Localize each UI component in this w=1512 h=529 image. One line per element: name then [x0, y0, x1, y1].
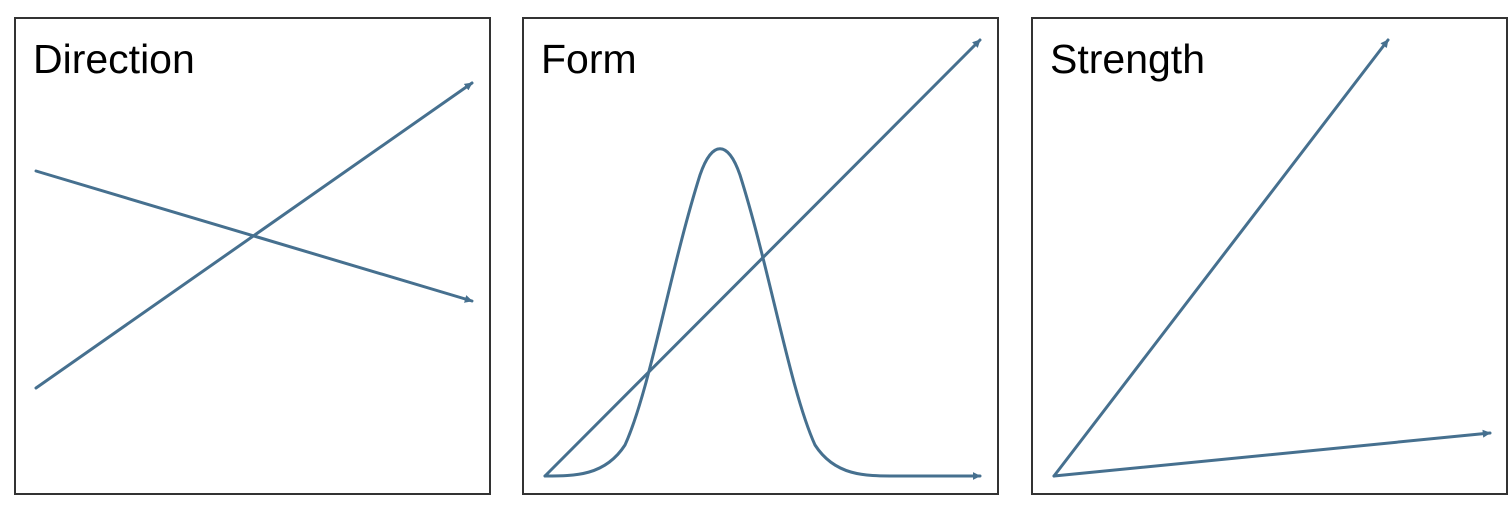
direction-title: Direction [33, 36, 195, 82]
strength-title: Strength [1050, 36, 1205, 82]
strength-panel: Strength [1031, 17, 1508, 495]
form-panel: Form [522, 17, 999, 495]
form-title: Form [541, 36, 637, 82]
direction-panel: Direction [14, 17, 491, 495]
